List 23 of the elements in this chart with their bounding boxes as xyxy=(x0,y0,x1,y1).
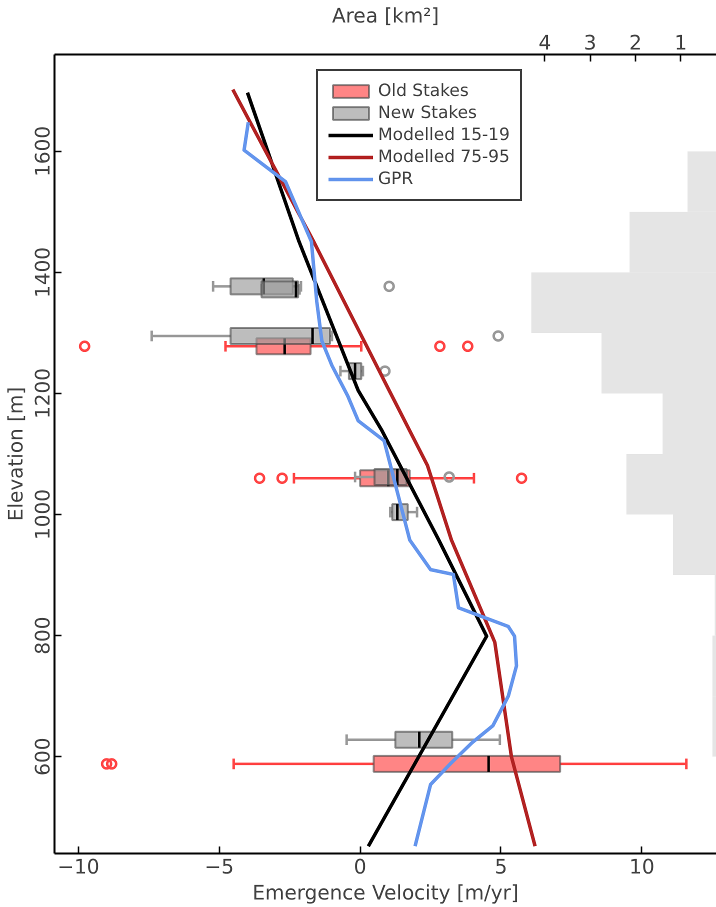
legend-label: Old Stakes xyxy=(378,81,469,101)
x2-tick-label: 4 xyxy=(538,30,552,54)
legend-label: GPR xyxy=(378,169,414,189)
y-tick-label: 1600 xyxy=(30,126,54,177)
x-tick-label: 10 xyxy=(629,854,655,878)
x-tick-label: 5 xyxy=(494,854,508,878)
legend-label: Modelled 75-95 xyxy=(378,147,510,167)
legend-label: New Stakes xyxy=(378,103,477,123)
legend-label: Modelled 15-19 xyxy=(378,125,510,145)
x-tick-label: −5 xyxy=(204,854,234,878)
y-tick-label: 600 xyxy=(30,738,54,776)
x2-axis-title: Area [km²] xyxy=(332,4,440,28)
y-tick-label: 800 xyxy=(30,616,54,655)
x2-tick-label: 3 xyxy=(584,30,597,54)
x-tick-label: −10 xyxy=(57,854,100,878)
x2-tick-label: 2 xyxy=(629,30,642,54)
y-tick-label: 1400 xyxy=(30,246,54,298)
x-tick-label: 0 xyxy=(354,854,367,878)
x-axis-title: Emergence Velocity [m/yr] xyxy=(252,880,519,904)
y-tick-label: 1200 xyxy=(30,368,54,419)
x2-tick-label: 1 xyxy=(674,30,688,54)
y-tick-label: 1000 xyxy=(30,489,54,540)
y-axis-title: Elevation [m] xyxy=(4,386,28,522)
